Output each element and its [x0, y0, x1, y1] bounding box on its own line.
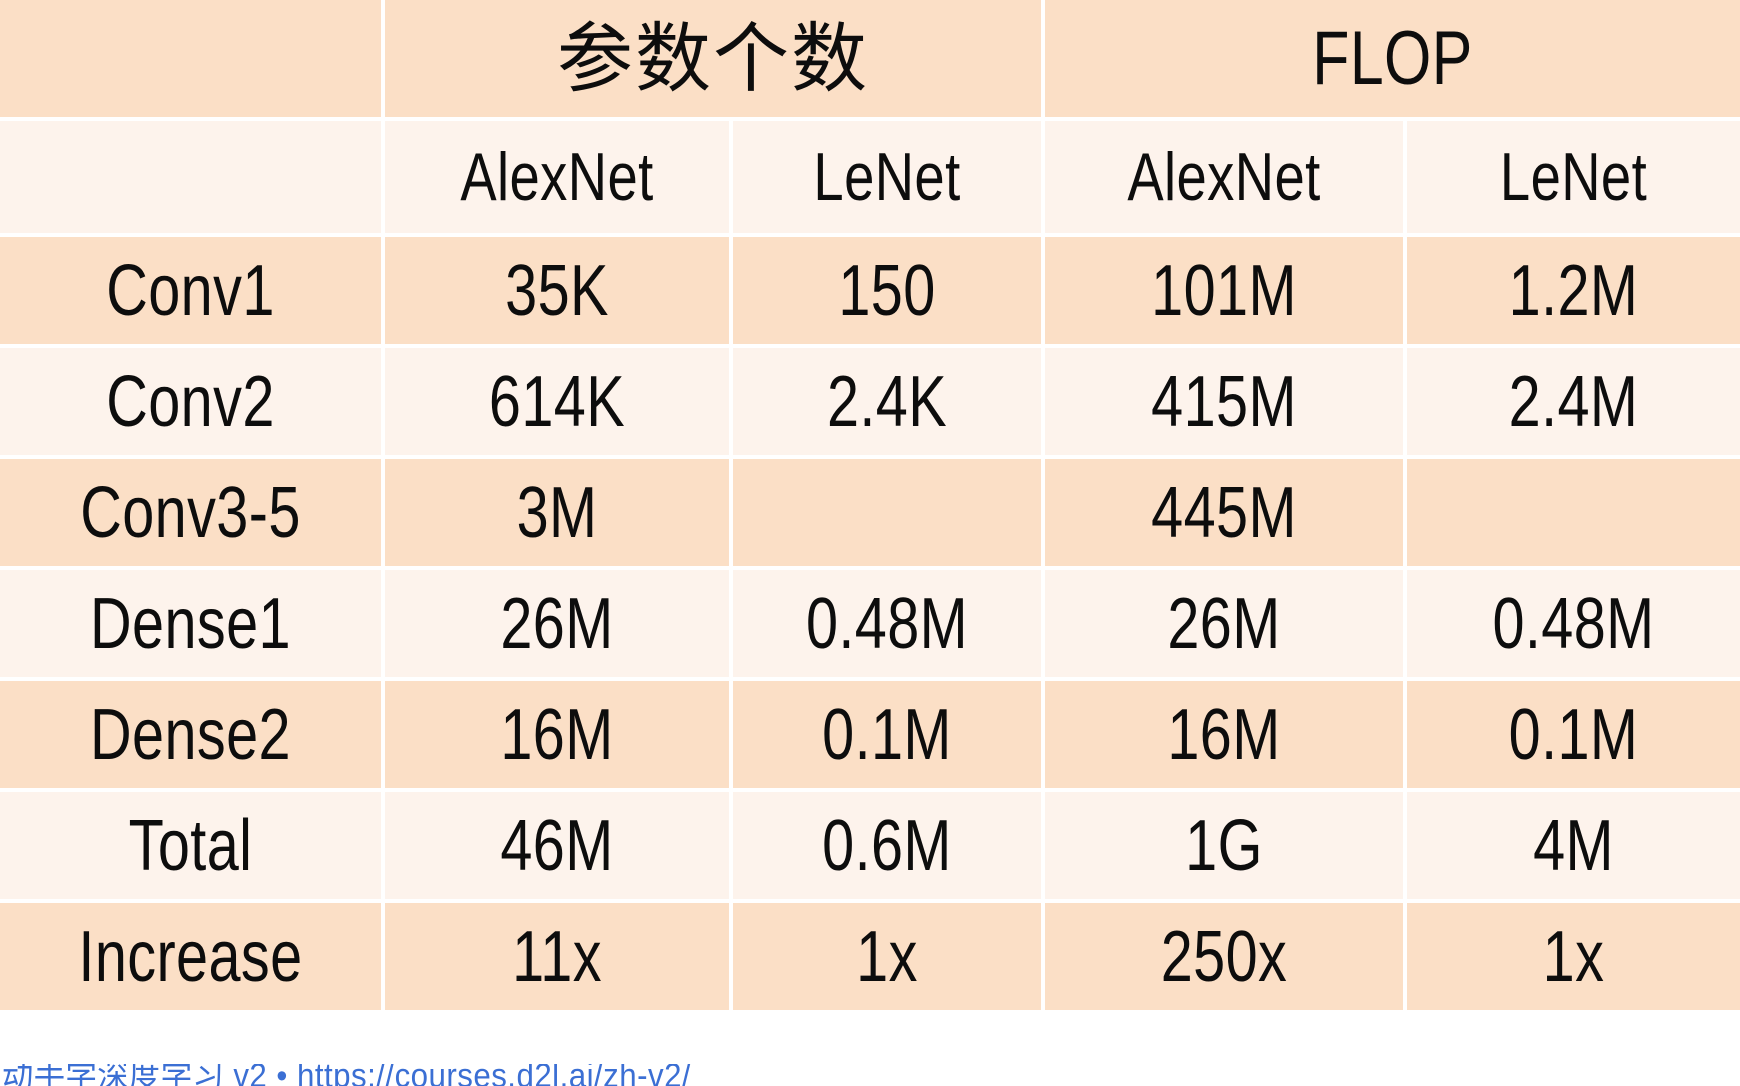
- row-label-text: Dense1: [90, 583, 291, 664]
- cell-value-text: 0.1M: [1508, 694, 1639, 775]
- row-label: Dense2: [0, 681, 385, 792]
- header-params-lenet-label: LeNet: [813, 139, 961, 215]
- table-row: Dense2 16M 0.1M 16M 0.1M: [0, 681, 1740, 792]
- cell-value-text: 415M: [1151, 361, 1297, 442]
- cell-params-alexnet: 35K: [385, 237, 733, 348]
- cell-params-lenet: 0.48M: [733, 570, 1045, 681]
- cell-params-lenet: 0.6M: [733, 792, 1045, 903]
- cell-value-text: 26M: [500, 583, 614, 664]
- header-group-flop: FLOP: [1045, 0, 1740, 121]
- cell-flop-alexnet: 415M: [1045, 348, 1407, 459]
- cell-value-text: 46M: [500, 805, 614, 886]
- cell-params-alexnet: 614K: [385, 348, 733, 459]
- row-label: Total: [0, 792, 385, 903]
- cell-value-text: 0.1M: [822, 694, 952, 775]
- cell-params-lenet: 2.4K: [733, 348, 1045, 459]
- cell-params-lenet: [733, 459, 1045, 570]
- cell-value-text: 445M: [1151, 472, 1297, 553]
- cell-value-text: 16M: [1167, 694, 1281, 775]
- row-label-text: Dense2: [90, 694, 291, 775]
- cell-value-text: 1.2M: [1508, 250, 1639, 331]
- cell-value-text: 614K: [488, 361, 626, 442]
- cell-value-text: 1G: [1185, 805, 1263, 886]
- cell-flop-alexnet: 16M: [1045, 681, 1407, 792]
- header-params-alexnet: AlexNet: [385, 121, 733, 237]
- cell-value-text: 2.4M: [1508, 361, 1639, 442]
- cell-flop-alexnet: 1G: [1045, 792, 1407, 903]
- cell-value-text: 35K: [505, 250, 609, 331]
- header-flop-lenet: LeNet: [1407, 121, 1740, 237]
- header-group-params: 参数个数: [385, 0, 1045, 121]
- cell-flop-lenet: 1.2M: [1407, 237, 1740, 348]
- cell-params-alexnet: 16M: [385, 681, 733, 792]
- row-label: Conv1: [0, 237, 385, 348]
- table-head: 参数个数 FLOP AlexNet LeNet AlexNet: [0, 0, 1740, 237]
- table-header-group-row: 参数个数 FLOP: [0, 0, 1740, 121]
- row-label: Conv2: [0, 348, 385, 459]
- cell-flop-lenet: 0.48M: [1407, 570, 1740, 681]
- cell-flop-alexnet: 101M: [1045, 237, 1407, 348]
- cell-params-alexnet: 3M: [385, 459, 733, 570]
- header-layer-blank: [0, 121, 385, 237]
- slide-footer: 动手学深度学习 v2 • https://courses.d2l.ai/zh-v…: [0, 1064, 1740, 1086]
- cell-value-text: 1x: [856, 916, 918, 997]
- cell-value-text: 0.6M: [822, 805, 952, 886]
- row-label-text: Conv2: [106, 361, 275, 442]
- cell-params-lenet: 1x: [733, 903, 1045, 1014]
- cell-flop-alexnet: 250x: [1045, 903, 1407, 1014]
- cell-value-text: 101M: [1151, 250, 1297, 331]
- footer-link-text[interactable]: 动手学深度学习 v2 • https://courses.d2l.ai/zh-v…: [2, 1064, 692, 1086]
- cell-value-text: 1x: [1542, 916, 1605, 997]
- header-flop-alexnet-label: AlexNet: [1127, 139, 1321, 215]
- cell-value-text: 0.48M: [805, 583, 969, 664]
- cell-value-text: 150: [838, 250, 936, 331]
- row-label: Increase: [0, 903, 385, 1014]
- cell-value-text: 2.4K: [826, 361, 948, 442]
- cell-value-text: 0.48M: [1492, 583, 1655, 664]
- cell-flop-lenet: [1407, 459, 1740, 570]
- cell-flop-lenet: 0.1M: [1407, 681, 1740, 792]
- header-params-lenet: LeNet: [733, 121, 1045, 237]
- table-body: Conv1 35K 150 101M 1.2M Conv2 614K 2.4K …: [0, 237, 1740, 1014]
- cell-params-alexnet: 26M: [385, 570, 733, 681]
- table-row: Increase 11x 1x 250x 1x: [0, 903, 1740, 1014]
- cell-flop-lenet: 4M: [1407, 792, 1740, 903]
- cell-flop-lenet: 2.4M: [1407, 348, 1740, 459]
- header-group-flop-label: FLOP: [1312, 15, 1473, 101]
- table-row: Conv2 614K 2.4K 415M 2.4M: [0, 348, 1740, 459]
- row-label-text: Conv1: [106, 250, 275, 331]
- table-header-sub-row: AlexNet LeNet AlexNet LeNet: [0, 121, 1740, 237]
- cell-flop-alexnet: 445M: [1045, 459, 1407, 570]
- cell-params-lenet: 0.1M: [733, 681, 1045, 792]
- row-label: Dense1: [0, 570, 385, 681]
- header-group-params-label: 参数个数: [557, 13, 869, 103]
- table-row: Total 46M 0.6M 1G 4M: [0, 792, 1740, 903]
- table-row: Conv1 35K 150 101M 1.2M: [0, 237, 1740, 348]
- cell-value-text: 3M: [516, 472, 598, 553]
- cell-flop-lenet: 1x: [1407, 903, 1740, 1014]
- header-params-alexnet-label: AlexNet: [460, 139, 654, 215]
- cell-flop-alexnet: 26M: [1045, 570, 1407, 681]
- header-flop-lenet-label: LeNet: [1499, 139, 1648, 215]
- row-label-text: Total: [128, 805, 253, 886]
- cell-value-text: 16M: [500, 694, 614, 775]
- cell-params-lenet: 150: [733, 237, 1045, 348]
- header-flop-alexnet: AlexNet: [1045, 121, 1407, 237]
- cell-params-alexnet: 11x: [385, 903, 733, 1014]
- row-label: Conv3-5: [0, 459, 385, 570]
- header-corner-blank: [0, 0, 385, 121]
- cell-value-text: 26M: [1167, 583, 1281, 664]
- table-row: Dense1 26M 0.48M 26M 0.48M: [0, 570, 1740, 681]
- cell-value-text: 11x: [512, 916, 602, 997]
- cell-value-text: 250x: [1160, 916, 1288, 997]
- row-label-text: Increase: [78, 916, 303, 997]
- table-row: Conv3-5 3M 445M: [0, 459, 1740, 570]
- row-label-text: Conv3-5: [80, 472, 301, 553]
- cell-params-alexnet: 46M: [385, 792, 733, 903]
- comparison-table: 参数个数 FLOP AlexNet LeNet AlexNet: [0, 0, 1740, 1014]
- cell-value-text: 4M: [1533, 805, 1614, 886]
